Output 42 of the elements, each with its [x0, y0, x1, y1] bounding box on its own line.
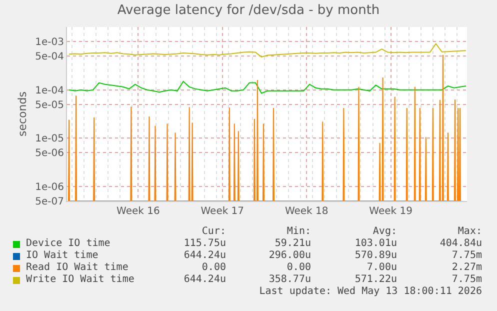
y-tick-label: 1e-03	[35, 37, 64, 48]
legend-label: Device IO time	[26, 238, 110, 249]
text: Avg:	[372, 226, 397, 237]
text: Last update: Wed May 13 18:00:11 2026	[259, 286, 482, 297]
y-tick-label: 5e-04	[35, 52, 64, 63]
text: 644.24u	[184, 250, 226, 261]
y-tick-label: 1e-06	[35, 182, 64, 193]
x-tick-label: Week 17	[200, 206, 244, 217]
line-series	[68, 43, 466, 58]
legend-label: IO Wait time	[26, 250, 98, 261]
line-series	[68, 54, 461, 201]
text: 2.27m	[452, 262, 482, 273]
y-tick-label: 1e-04	[35, 85, 64, 96]
text: Cur:	[202, 226, 226, 237]
text: 570.89u	[354, 250, 397, 261]
chart-title: Average latency for /dev/sda - by month	[117, 2, 380, 18]
text: 0.00	[202, 262, 226, 273]
text: 404.84u	[440, 238, 482, 249]
text: 7.75m	[452, 274, 482, 285]
text: 0.00	[286, 262, 311, 273]
legend-label: Read IO Wait time	[26, 262, 128, 273]
text: 103.01u	[354, 238, 397, 249]
y-tick-label: 5e-06	[35, 148, 64, 160]
y-tick-label: 5e-05	[35, 100, 64, 111]
text: 571.22u	[354, 274, 397, 285]
y-tick-label: 1e-05	[35, 134, 64, 145]
y-axis-title: seconds	[16, 91, 29, 136]
y-tick-label: 5e-07	[35, 196, 64, 208]
x-tick-label: Week 18	[284, 206, 328, 217]
text: 358.77u	[268, 274, 311, 285]
x-tick-label: Week 19	[369, 206, 412, 217]
text: 7.75m	[452, 250, 482, 261]
text: Max:	[458, 226, 482, 237]
legend-label: Write IO Wait time	[26, 274, 134, 285]
text: 644.24u	[184, 274, 226, 285]
text: 7.00u	[366, 262, 397, 273]
text: 115.75u	[184, 238, 226, 249]
text: Min:	[286, 226, 311, 237]
line-series	[68, 80, 466, 94]
x-tick-label: Week 16	[116, 206, 160, 217]
text: 59.21u	[274, 238, 311, 249]
text: 296.00u	[268, 250, 311, 261]
